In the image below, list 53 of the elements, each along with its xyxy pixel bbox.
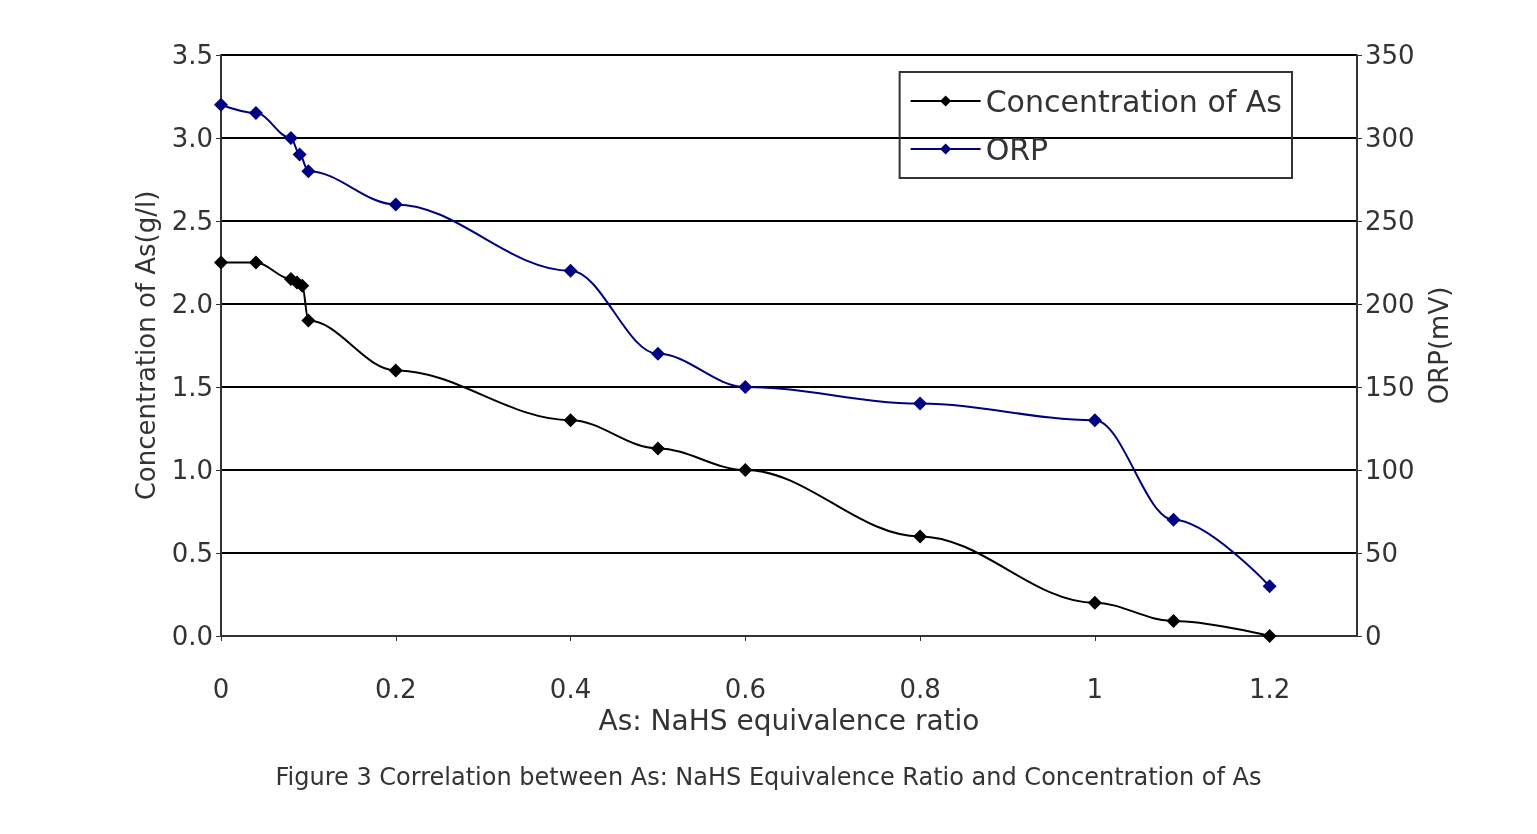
legend-label: Concentration of As [985, 83, 1283, 119]
y2-tick-label: 300 [1365, 123, 1415, 153]
legend-label: ORP [985, 131, 1049, 167]
y2-tick-label: 250 [1365, 206, 1415, 236]
point [292, 147, 307, 162]
x-tick-label: 0.4 [549, 674, 592, 704]
x-tick-label: 0.8 [899, 674, 941, 704]
y-tick-label: 3.0 [171, 123, 213, 153]
y-tick-label: 2.0 [171, 289, 213, 319]
point [214, 97, 228, 112]
x-tick-label: 0 [212, 674, 230, 704]
point [301, 164, 316, 179]
y-tick-label: 0.5 [171, 538, 213, 568]
y2-tick-label: 350 [1365, 40, 1415, 70]
point [1087, 413, 1102, 428]
point [913, 396, 928, 411]
point [913, 529, 928, 544]
y2-tick-label: 100 [1365, 455, 1415, 485]
point [388, 363, 403, 378]
y-tick-label: 3.5 [171, 40, 213, 70]
point [248, 106, 263, 121]
x-tick-label: 0.2 [375, 674, 417, 704]
point [1087, 595, 1102, 610]
point [738, 380, 753, 394]
y-tick-label: 0.0 [171, 621, 213, 651]
y-tick-label: 1.5 [171, 372, 213, 402]
point [388, 197, 403, 212]
y2-tick-label: 0 [1365, 621, 1382, 651]
point [563, 263, 578, 278]
caption: Figure 3 Correlation between As: NaHS Equivalence Ratio and Concentration of As [275, 763, 1262, 791]
x-tick-label: 0.6 [724, 674, 766, 704]
point [283, 131, 298, 145]
point [738, 463, 753, 477]
y-tick-label: 2.5 [171, 206, 213, 236]
point [1166, 512, 1181, 527]
x-tick-label: 1.2 [1248, 674, 1291, 704]
y2-axis-title: ORP(mV) [1423, 286, 1454, 405]
y-tick-label: 1.0 [171, 455, 213, 485]
point [301, 313, 316, 328]
x-axis-title: As: NaHS equivalence ratio [598, 704, 980, 738]
point [214, 255, 228, 270]
point [563, 413, 578, 428]
point [1262, 579, 1277, 594]
point [1262, 629, 1277, 643]
x-tick-label: 1 [1086, 674, 1104, 704]
y2-tick-label: 200 [1365, 289, 1415, 319]
y2-tick-label: 150 [1365, 372, 1415, 402]
point [1166, 614, 1181, 629]
point [650, 441, 665, 456]
y-axis-title: Concentration of As(g/l) [131, 190, 161, 501]
point [650, 346, 665, 361]
y2-tick-label: 50 [1365, 538, 1399, 568]
point [248, 255, 263, 270]
